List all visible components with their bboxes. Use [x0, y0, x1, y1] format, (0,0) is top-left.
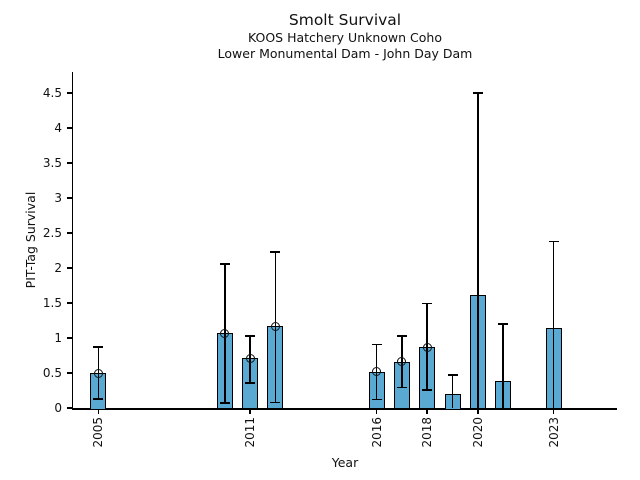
point-marker-2016	[372, 367, 382, 377]
chart-title: Smolt Survival	[288, 11, 402, 29]
x-tick-mark-2023	[552, 409, 555, 414]
error-cap-low-2017	[396, 386, 407, 389]
x-axis-label: Year	[331, 455, 359, 470]
chart-subtitle-stock: KOOS Hatchery Unknown Coho	[247, 30, 442, 45]
error-cap-high-2018	[422, 302, 433, 305]
x-axis-spine	[71, 408, 617, 410]
y-tick-mark-0.5	[67, 372, 72, 374]
y-tick-label-0.5: 0.5	[42, 366, 62, 380]
y-tick-label-0: 0	[54, 401, 62, 415]
y-tick-mark-3	[67, 197, 72, 199]
error-cap-low-2012	[270, 401, 281, 404]
x-tick-label-2005: 2005	[91, 417, 106, 448]
y-tick-label-1: 1	[54, 331, 62, 345]
error-cap-high-2012	[270, 251, 281, 253]
error-cap-low-2018	[422, 389, 433, 391]
x-tick-label-2018: 2018	[420, 417, 435, 448]
error-bar-2023	[552, 241, 555, 408]
y-tick-label-1.5: 1.5	[42, 296, 62, 310]
error-bar-2020	[477, 93, 479, 408]
y-axis-spine	[71, 72, 73, 410]
error-cap-low-2010	[219, 402, 230, 404]
y-tick-label-2.5: 2.5	[42, 226, 62, 240]
y-tick-mark-2.5	[67, 232, 72, 234]
x-tick-label-2016: 2016	[369, 417, 384, 448]
y-tick-mark-1	[67, 337, 72, 339]
error-bar-2019	[451, 375, 454, 408]
y-tick-mark-1.5	[67, 302, 72, 304]
y-tick-label-3: 3	[54, 191, 62, 205]
point-marker-2012	[270, 321, 280, 331]
y-tick-mark-0	[67, 407, 72, 409]
y-tick-label-2: 2	[54, 261, 62, 275]
point-marker-2018	[422, 342, 432, 352]
y-tick-label-4.5: 4.5	[42, 86, 62, 100]
y-tick-mark-3.5	[67, 162, 72, 164]
y-tick-label-3.5: 3.5	[42, 156, 62, 170]
error-cap-low-2005	[93, 398, 104, 400]
point-marker-2011	[245, 353, 255, 363]
point-marker-2017	[397, 357, 407, 367]
x-tick-mark-2005	[97, 409, 100, 414]
y-tick-mark-4.5	[67, 92, 72, 94]
point-marker-2005	[93, 368, 103, 378]
error-cap-high-2016	[371, 343, 382, 346]
error-cap-high-2010	[219, 263, 230, 265]
x-tick-mark-2020	[477, 409, 479, 414]
error-cap-low-2016	[371, 398, 382, 401]
x-tick-mark-2011	[249, 409, 251, 414]
y-tick-mark-4	[67, 127, 72, 129]
error-cap-high-2019	[447, 374, 458, 376]
error-cap-low-2011	[245, 382, 256, 384]
error-cap-high-2005	[93, 346, 104, 348]
point-marker-2010	[220, 328, 230, 338]
error-bar-2021	[502, 324, 504, 408]
x-tick-label-2020: 2020	[470, 417, 485, 448]
error-cap-high-2020	[472, 92, 483, 94]
x-tick-label-2011: 2011	[243, 417, 258, 448]
error-cap-high-2011	[245, 335, 256, 337]
error-cap-high-2017	[396, 335, 407, 337]
x-tick-mark-2016	[375, 409, 378, 414]
error-cap-high-2023	[548, 240, 559, 243]
error-cap-high-2021	[498, 323, 509, 325]
y-tick-mark-2	[67, 267, 72, 269]
x-tick-mark-2018	[426, 409, 428, 414]
chart-subtitle-reach: Lower Monumental Dam - John Day Dam	[217, 46, 473, 61]
y-tick-label-4: 4	[54, 121, 62, 135]
x-tick-label-2023: 2023	[546, 417, 561, 448]
